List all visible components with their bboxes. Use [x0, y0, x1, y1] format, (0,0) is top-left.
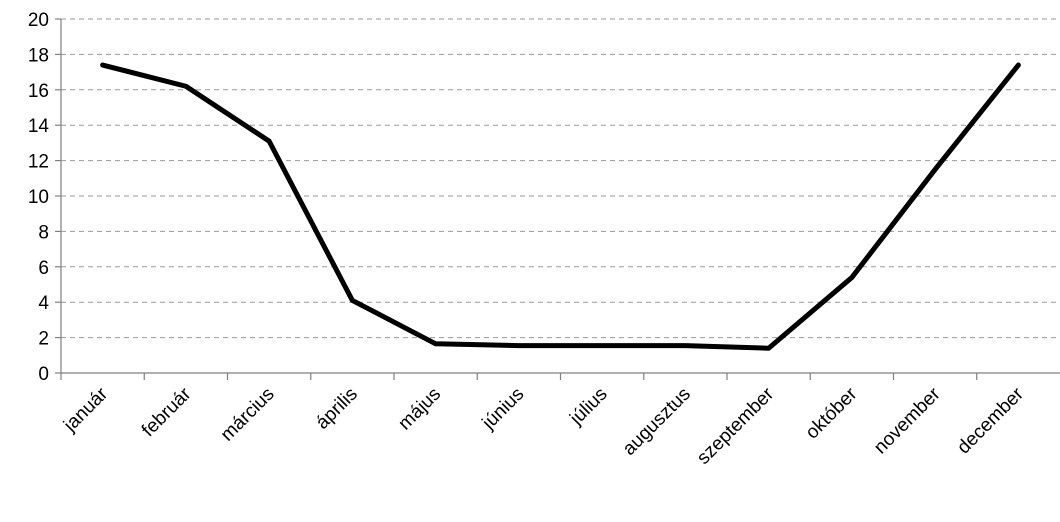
y-tick-label: 8 [38, 222, 49, 243]
x-tick-label: március [217, 384, 279, 446]
y-axis-ticks: 0 2 4 6 8 10 12 14 16 18 20 [28, 10, 61, 385]
y-tick-label: 20 [28, 10, 49, 31]
y-tick-label: 14 [28, 116, 50, 137]
x-tick-label: július [565, 384, 611, 430]
x-tick-label: december [953, 383, 1028, 458]
series [100, 62, 1021, 351]
x-tick-label: november [870, 383, 945, 458]
y-tick-label: 10 [28, 187, 49, 208]
y-tick-label: 4 [38, 293, 49, 314]
gridlines [61, 18, 1060, 339]
y-tick-label: 12 [28, 152, 49, 173]
series-line [100, 62, 1021, 351]
x-tick-label: május [394, 384, 445, 435]
y-tick-label: 16 [28, 81, 49, 102]
x-tick-label: szeptember [693, 383, 779, 469]
y-tick-label: 6 [38, 258, 49, 279]
x-axis-ticks: január február március április május június jú… [59, 373, 1028, 469]
x-tick-label: augusztus [619, 384, 695, 460]
y-tick-label: 2 [38, 329, 49, 350]
y-tick-label: 18 [28, 45, 49, 66]
x-tick-label: április [312, 384, 362, 434]
x-tick-label: október [802, 383, 862, 443]
x-tick-label: január [59, 383, 112, 436]
y-tick-label: 0 [38, 364, 49, 385]
x-tick-label: június [478, 384, 529, 435]
x-tick-label: február [138, 383, 196, 441]
